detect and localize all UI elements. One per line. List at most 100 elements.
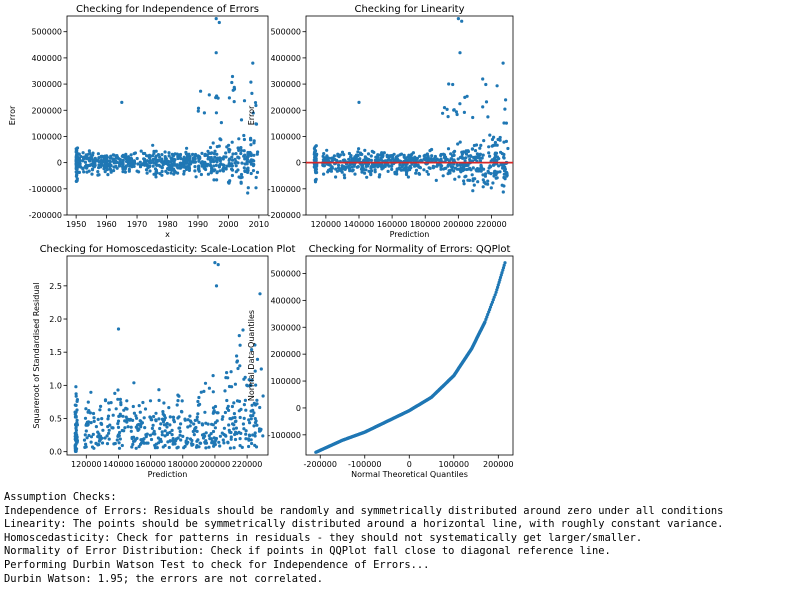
data-point: [252, 162, 256, 167]
data-point: [118, 437, 122, 441]
data-point: [223, 166, 227, 170]
output-line-2: Independence of Errors: Residuals should…: [4, 504, 724, 517]
x-tick-label: 180000: [168, 460, 199, 469]
data-point: [253, 434, 257, 438]
data-point: [452, 150, 456, 154]
x-tick-label: 1980: [157, 220, 177, 229]
data-point: [115, 438, 119, 442]
data-point: [242, 427, 246, 431]
data-point: [456, 142, 460, 146]
data-point: [406, 175, 410, 179]
data-point: [141, 400, 145, 405]
data-point: [75, 422, 79, 426]
data-point: [250, 441, 254, 446]
data-point: [185, 146, 189, 150]
data-point: [231, 152, 235, 156]
data-point: [398, 167, 402, 171]
data-point: [501, 164, 506, 168]
data-point: [88, 151, 92, 156]
data-point: [228, 157, 232, 161]
data-point: [462, 166, 466, 171]
data-point: [167, 406, 171, 410]
data-point: [154, 149, 158, 153]
data-point: [173, 158, 177, 162]
data-point: [463, 159, 467, 163]
data-point: [157, 388, 161, 392]
data-point: [380, 155, 384, 159]
data-point: [468, 166, 472, 170]
data-point: [458, 140, 462, 144]
x-tick-label: 200000: [443, 220, 474, 229]
data-point: [140, 439, 145, 443]
data-point: [487, 310, 491, 314]
data-point: [203, 163, 208, 167]
data-point: [81, 167, 85, 171]
data-point: [239, 407, 243, 411]
data-point: [162, 423, 166, 427]
data-point: [225, 398, 229, 403]
data-point: [241, 328, 245, 332]
data-point: [188, 424, 192, 428]
data-point: [99, 154, 103, 158]
data-point: [364, 157, 368, 161]
data-point: [131, 404, 135, 409]
output-line-4: Homoscedasticity: Check for patterns in …: [4, 531, 643, 544]
data-point: [154, 418, 158, 422]
y-axis-label: Squareroot of Standardised Residual: [32, 282, 41, 428]
data-point: [476, 168, 480, 172]
data-point: [90, 168, 95, 172]
data-point: [200, 151, 204, 155]
output-line-1: Assumption Checks:: [4, 491, 117, 503]
data-point: [253, 369, 257, 373]
y-tick-label: 0: [296, 159, 301, 168]
data-point: [480, 156, 484, 160]
data-point: [218, 444, 222, 448]
data-point: [239, 431, 243, 435]
plot-frame: [66, 15, 269, 216]
data-point: [248, 384, 252, 388]
data-point: [242, 133, 246, 138]
data-point: [142, 157, 146, 161]
data-point: [176, 399, 180, 403]
data-point: [75, 177, 79, 181]
console-output: Assumption Checks: Independence of Errors…: [4, 491, 723, 586]
data-point: [468, 157, 472, 162]
data-point: [206, 172, 210, 176]
data-point: [143, 407, 148, 411]
x-tick-label: 200000: [200, 460, 231, 469]
data-point: [495, 84, 499, 88]
data-point: [207, 93, 211, 97]
data-point: [426, 172, 430, 176]
data-point: [371, 164, 375, 168]
data-point: [472, 143, 476, 148]
data-point: [97, 156, 101, 160]
data-point: [152, 161, 156, 165]
y-tick-label: 200000: [270, 350, 301, 359]
data-point: [204, 439, 208, 443]
data-point: [498, 170, 502, 174]
data-point: [434, 178, 438, 182]
data-point: [124, 155, 128, 159]
data-point: [234, 426, 238, 430]
y-tick-label: -200000: [268, 211, 301, 220]
data-point: [441, 111, 445, 115]
data-point: [132, 411, 136, 415]
data-point: [341, 166, 346, 170]
data-point: [377, 158, 381, 162]
data-point: [460, 19, 464, 23]
data-point: [242, 99, 247, 103]
data-point: [188, 437, 193, 441]
data-point: [502, 121, 506, 125]
data-point: [213, 404, 218, 409]
y-tick-label: -100000: [268, 431, 301, 440]
data-point: [413, 155, 417, 159]
data-point: [238, 343, 242, 347]
data-point: [376, 155, 380, 159]
data-point: [189, 420, 193, 424]
y-tick-label: 0: [296, 404, 301, 413]
data-point: [334, 175, 338, 179]
data-point: [182, 160, 186, 165]
data-point: [251, 414, 255, 418]
data-point: [120, 443, 124, 448]
data-point: [209, 437, 213, 441]
